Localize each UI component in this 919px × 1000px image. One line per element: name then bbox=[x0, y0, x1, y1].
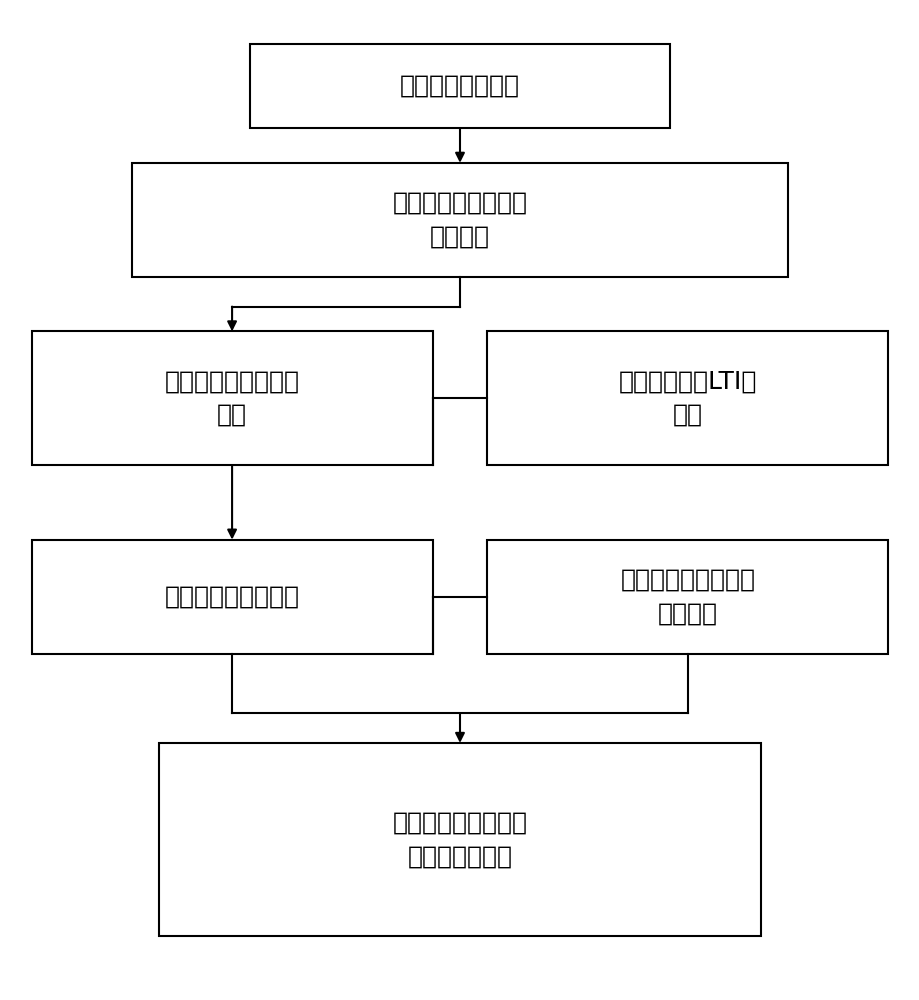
Text: 无外力情况下位置估
计器动态参数库: 无外力情况下位置估 计器动态参数库 bbox=[392, 811, 527, 868]
Text: 微器械完整动力学: 微器械完整动力学 bbox=[400, 74, 519, 98]
Text: 准线性参数变化过程: 准线性参数变化过程 bbox=[165, 585, 300, 609]
Text: 位置估计器参数变化
模型: 位置估计器参数变化 模型 bbox=[165, 370, 300, 427]
Text: 无外力情况下位置估
计器模型: 无外力情况下位置估 计器模型 bbox=[392, 191, 527, 249]
Text: 对局部进行智能算法
参数辨识: 对局部进行智能算法 参数辨识 bbox=[619, 568, 754, 625]
Text: 线性时不变（LTI）
系统: 线性时不变（LTI） 系统 bbox=[618, 370, 756, 427]
FancyBboxPatch shape bbox=[31, 540, 432, 654]
FancyBboxPatch shape bbox=[31, 331, 432, 465]
FancyBboxPatch shape bbox=[159, 743, 760, 936]
FancyBboxPatch shape bbox=[250, 44, 669, 128]
FancyBboxPatch shape bbox=[131, 163, 788, 277]
FancyBboxPatch shape bbox=[487, 331, 888, 465]
FancyBboxPatch shape bbox=[487, 540, 888, 654]
